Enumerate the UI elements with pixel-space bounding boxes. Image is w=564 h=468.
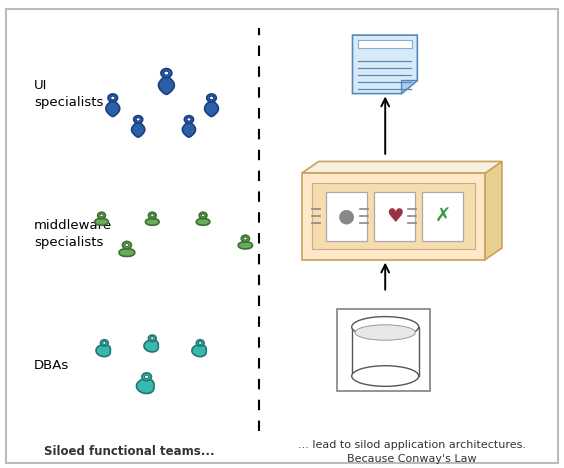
Circle shape [201,214,205,217]
Circle shape [241,235,249,242]
FancyBboxPatch shape [302,173,485,260]
FancyBboxPatch shape [312,183,475,249]
FancyBboxPatch shape [422,192,463,241]
Ellipse shape [355,325,415,340]
Circle shape [151,337,154,340]
FancyBboxPatch shape [337,309,430,391]
Polygon shape [146,219,159,225]
Ellipse shape [352,316,418,337]
Polygon shape [144,340,158,352]
FancyBboxPatch shape [6,9,558,463]
Ellipse shape [352,366,418,387]
Text: DBAs: DBAs [34,358,69,372]
Text: ♥: ♥ [386,207,403,226]
Polygon shape [136,379,154,394]
Polygon shape [205,101,218,117]
Circle shape [100,214,103,217]
FancyBboxPatch shape [358,40,412,48]
Circle shape [144,375,149,379]
Polygon shape [131,122,145,137]
Text: UI
specialists: UI specialists [34,79,103,109]
Circle shape [103,342,106,344]
Circle shape [148,212,156,219]
Circle shape [142,373,151,381]
Circle shape [134,116,143,123]
Circle shape [122,241,131,249]
Circle shape [244,237,247,240]
Circle shape [148,335,156,342]
Circle shape [111,96,115,100]
Text: ... lead to silod application architectures.
Because Conway's Law: ... lead to silod application architectu… [298,439,526,464]
Circle shape [206,94,217,102]
Polygon shape [192,344,206,357]
Circle shape [98,212,105,219]
Circle shape [196,340,204,346]
Text: Siloed functional teams...: Siloed functional teams... [45,445,215,458]
Text: middleware
specialists: middleware specialists [34,219,112,249]
FancyBboxPatch shape [326,192,367,241]
Polygon shape [302,161,502,173]
Polygon shape [485,161,502,260]
Circle shape [100,340,108,346]
FancyBboxPatch shape [352,327,418,376]
Circle shape [184,116,193,123]
Polygon shape [402,80,417,94]
Circle shape [199,212,207,219]
Circle shape [164,71,169,75]
FancyBboxPatch shape [374,192,415,241]
Polygon shape [106,101,120,117]
Polygon shape [196,219,210,225]
Text: ✗: ✗ [434,207,451,226]
Circle shape [209,96,214,100]
Circle shape [187,118,191,121]
Polygon shape [182,122,196,137]
Polygon shape [238,242,253,249]
Circle shape [108,94,118,102]
Circle shape [161,69,172,78]
Polygon shape [95,219,108,225]
Circle shape [125,243,129,247]
Polygon shape [158,76,174,95]
Circle shape [199,342,202,344]
Polygon shape [96,344,111,357]
Polygon shape [119,249,135,256]
Circle shape [151,214,154,217]
Text: ●: ● [338,207,355,226]
Polygon shape [352,35,417,94]
Circle shape [136,118,140,121]
